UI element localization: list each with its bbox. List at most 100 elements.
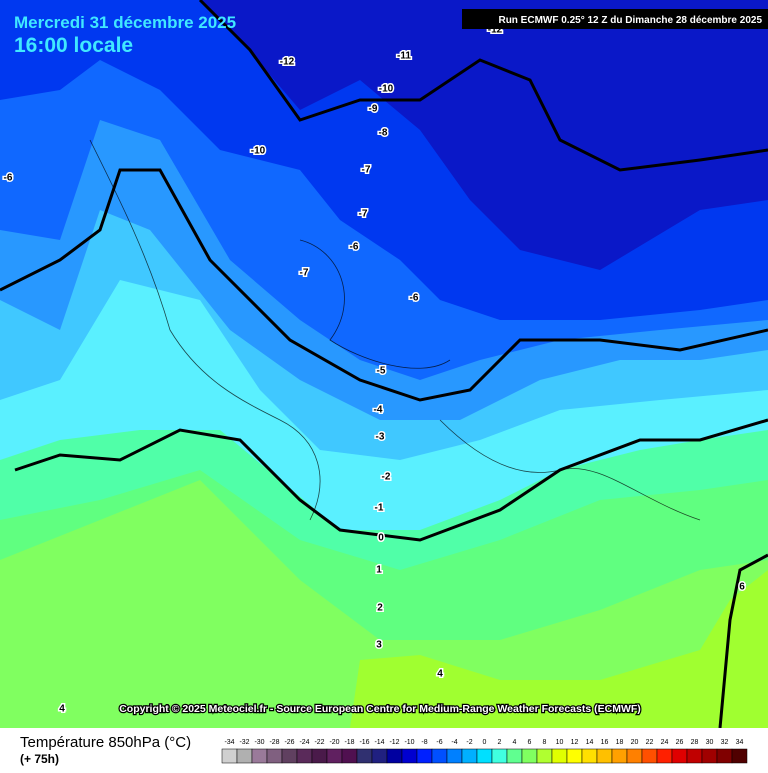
- legend-swatch: [686, 748, 703, 764]
- contour-label: -4: [374, 405, 383, 416]
- legend-tick-label: -6: [436, 739, 442, 746]
- legend-tick-label: -18: [344, 739, 354, 746]
- legend-swatch: [521, 748, 538, 764]
- contour-label: -3: [376, 432, 385, 443]
- legend-tick-label: 22: [646, 739, 654, 746]
- legend-tick-label: -34: [224, 739, 234, 746]
- coast: [89, 139, 321, 521]
- legend-tick-label: -12: [389, 739, 399, 746]
- isotherm-line: [718, 553, 768, 729]
- legend-tick-label: -16: [359, 739, 369, 746]
- legend-swatch: [491, 748, 508, 764]
- legend-tick-label: -24: [299, 739, 309, 746]
- contour-label: -10: [251, 146, 266, 157]
- legend-swatch: [641, 748, 658, 764]
- legend-swatch: [416, 748, 433, 764]
- legend-swatch: [596, 748, 613, 764]
- legend-swatch: [431, 748, 448, 764]
- lead-time: (+ 75h): [20, 752, 59, 766]
- isotherm-line: [14, 418, 768, 542]
- legend-tick-label: 2: [498, 739, 502, 746]
- legend-tick-label: -32: [239, 739, 249, 746]
- contour-label: 2: [377, 603, 383, 614]
- legend-swatch: [266, 748, 283, 764]
- contour-label: -11: [397, 51, 411, 62]
- legend-title: Température 850hPa (°C): [20, 734, 191, 751]
- legend-swatch: [551, 748, 568, 764]
- legend-tick-label: -26: [284, 739, 294, 746]
- legend-swatch: [341, 748, 358, 764]
- legend-tick-label: -14: [374, 739, 384, 746]
- legend-swatch: [326, 748, 343, 764]
- legend-tick-label: -2: [466, 739, 472, 746]
- legend-tick-label: 32: [721, 739, 729, 746]
- contour-label: -6: [350, 242, 359, 253]
- legend-swatch: [311, 748, 328, 764]
- legend-swatch: [701, 748, 718, 764]
- color-legend: -34 -32 -30 -28 -26 -24 -22 -20 -18 -16 -14 -12 -10-…: [221, 739, 748, 764]
- legend-tick-label: 24: [661, 739, 669, 746]
- temperature-band: [0, 480, 768, 728]
- legend-tick-label: 8: [543, 739, 547, 746]
- contour-label: -6: [4, 173, 13, 184]
- legend-tick-label: -30: [254, 739, 264, 746]
- main-isotherms: [0, 0, 768, 729]
- legend-tick-label: 16: [601, 739, 609, 746]
- contour-label: 4: [59, 704, 65, 715]
- legend-swatch: [401, 748, 418, 764]
- legend-tick-label: -10: [404, 739, 414, 746]
- legend-swatch: [236, 748, 253, 764]
- contour-label: -9: [369, 104, 378, 115]
- legend-tick-label: 6: [528, 739, 532, 746]
- coast: [439, 419, 701, 521]
- legend-tick-label: 12: [571, 739, 579, 746]
- legend-swatch: [671, 748, 688, 764]
- contour-label: -5: [377, 366, 386, 377]
- legend-swatch: [476, 748, 493, 764]
- legend-swatch: [281, 748, 298, 764]
- forecast-time: 16:00 locale: [14, 34, 133, 57]
- legend-tick-label: -4: [451, 739, 457, 746]
- legend-tick-label: -28: [269, 739, 279, 746]
- copyright: Copyright © 2025 Meteociel.fr - Source E…: [119, 703, 641, 715]
- legend-swatch: [611, 748, 628, 764]
- legend-swatch: [506, 748, 523, 764]
- temperature-band: [350, 570, 768, 728]
- legend-swatch: [461, 748, 478, 764]
- contour-label: -7: [300, 268, 309, 279]
- coast: [299, 239, 451, 369]
- legend-swatch: [566, 748, 583, 764]
- legend-tick-label: 30: [706, 739, 714, 746]
- contour-label: -1: [375, 503, 384, 514]
- legend-tick-label: 34: [736, 739, 744, 746]
- legend-swatch: [356, 748, 373, 764]
- legend-tick-label: 26: [676, 739, 684, 746]
- legend-tick-label: 28: [691, 739, 699, 746]
- legend-tick-label: 18: [616, 739, 624, 746]
- contour-label: 6: [739, 582, 745, 593]
- run-box: [462, 9, 768, 29]
- legend-tick-label: -8: [421, 739, 427, 746]
- legend-swatch: [536, 748, 553, 764]
- legend-swatch: [716, 748, 733, 764]
- legend-swatch: [446, 748, 463, 764]
- legend-tick-label: -22: [314, 739, 324, 746]
- forecast-date: Mercredi 31 décembre 2025: [14, 13, 236, 32]
- isotherm-line: [198, 0, 768, 172]
- legend-tick-label: 14: [586, 739, 594, 746]
- contour-label: 1: [376, 565, 382, 576]
- contour-label: -12: [280, 57, 295, 68]
- contour-label: -10: [379, 84, 394, 95]
- legend-swatch: [626, 748, 643, 764]
- legend-tick-label: -20: [329, 739, 339, 746]
- legend-swatch: [251, 748, 268, 764]
- legend-tick-label: 4: [513, 739, 517, 746]
- contour-label: 0: [378, 533, 384, 544]
- contour-label: -7: [359, 209, 368, 220]
- legend-swatch: [731, 748, 748, 764]
- legend-swatch: [371, 748, 388, 764]
- legend-swatch: [221, 748, 238, 764]
- contour-label: 4: [437, 669, 443, 680]
- legend-tick-label: 10: [556, 739, 564, 746]
